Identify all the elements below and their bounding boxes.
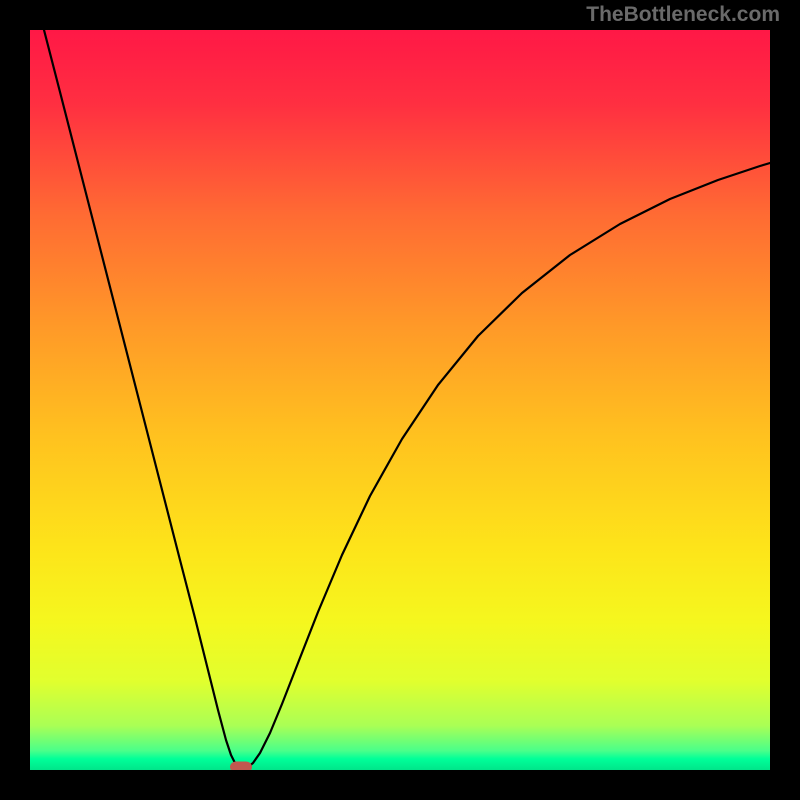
plot-area: [30, 30, 770, 770]
chart-container: TheBottleneck.com: [0, 0, 800, 800]
bottleneck-curve: [44, 30, 770, 769]
watermark-text: TheBottleneck.com: [586, 3, 780, 27]
curve-layer: [30, 30, 770, 770]
minimum-marker: [230, 762, 252, 771]
